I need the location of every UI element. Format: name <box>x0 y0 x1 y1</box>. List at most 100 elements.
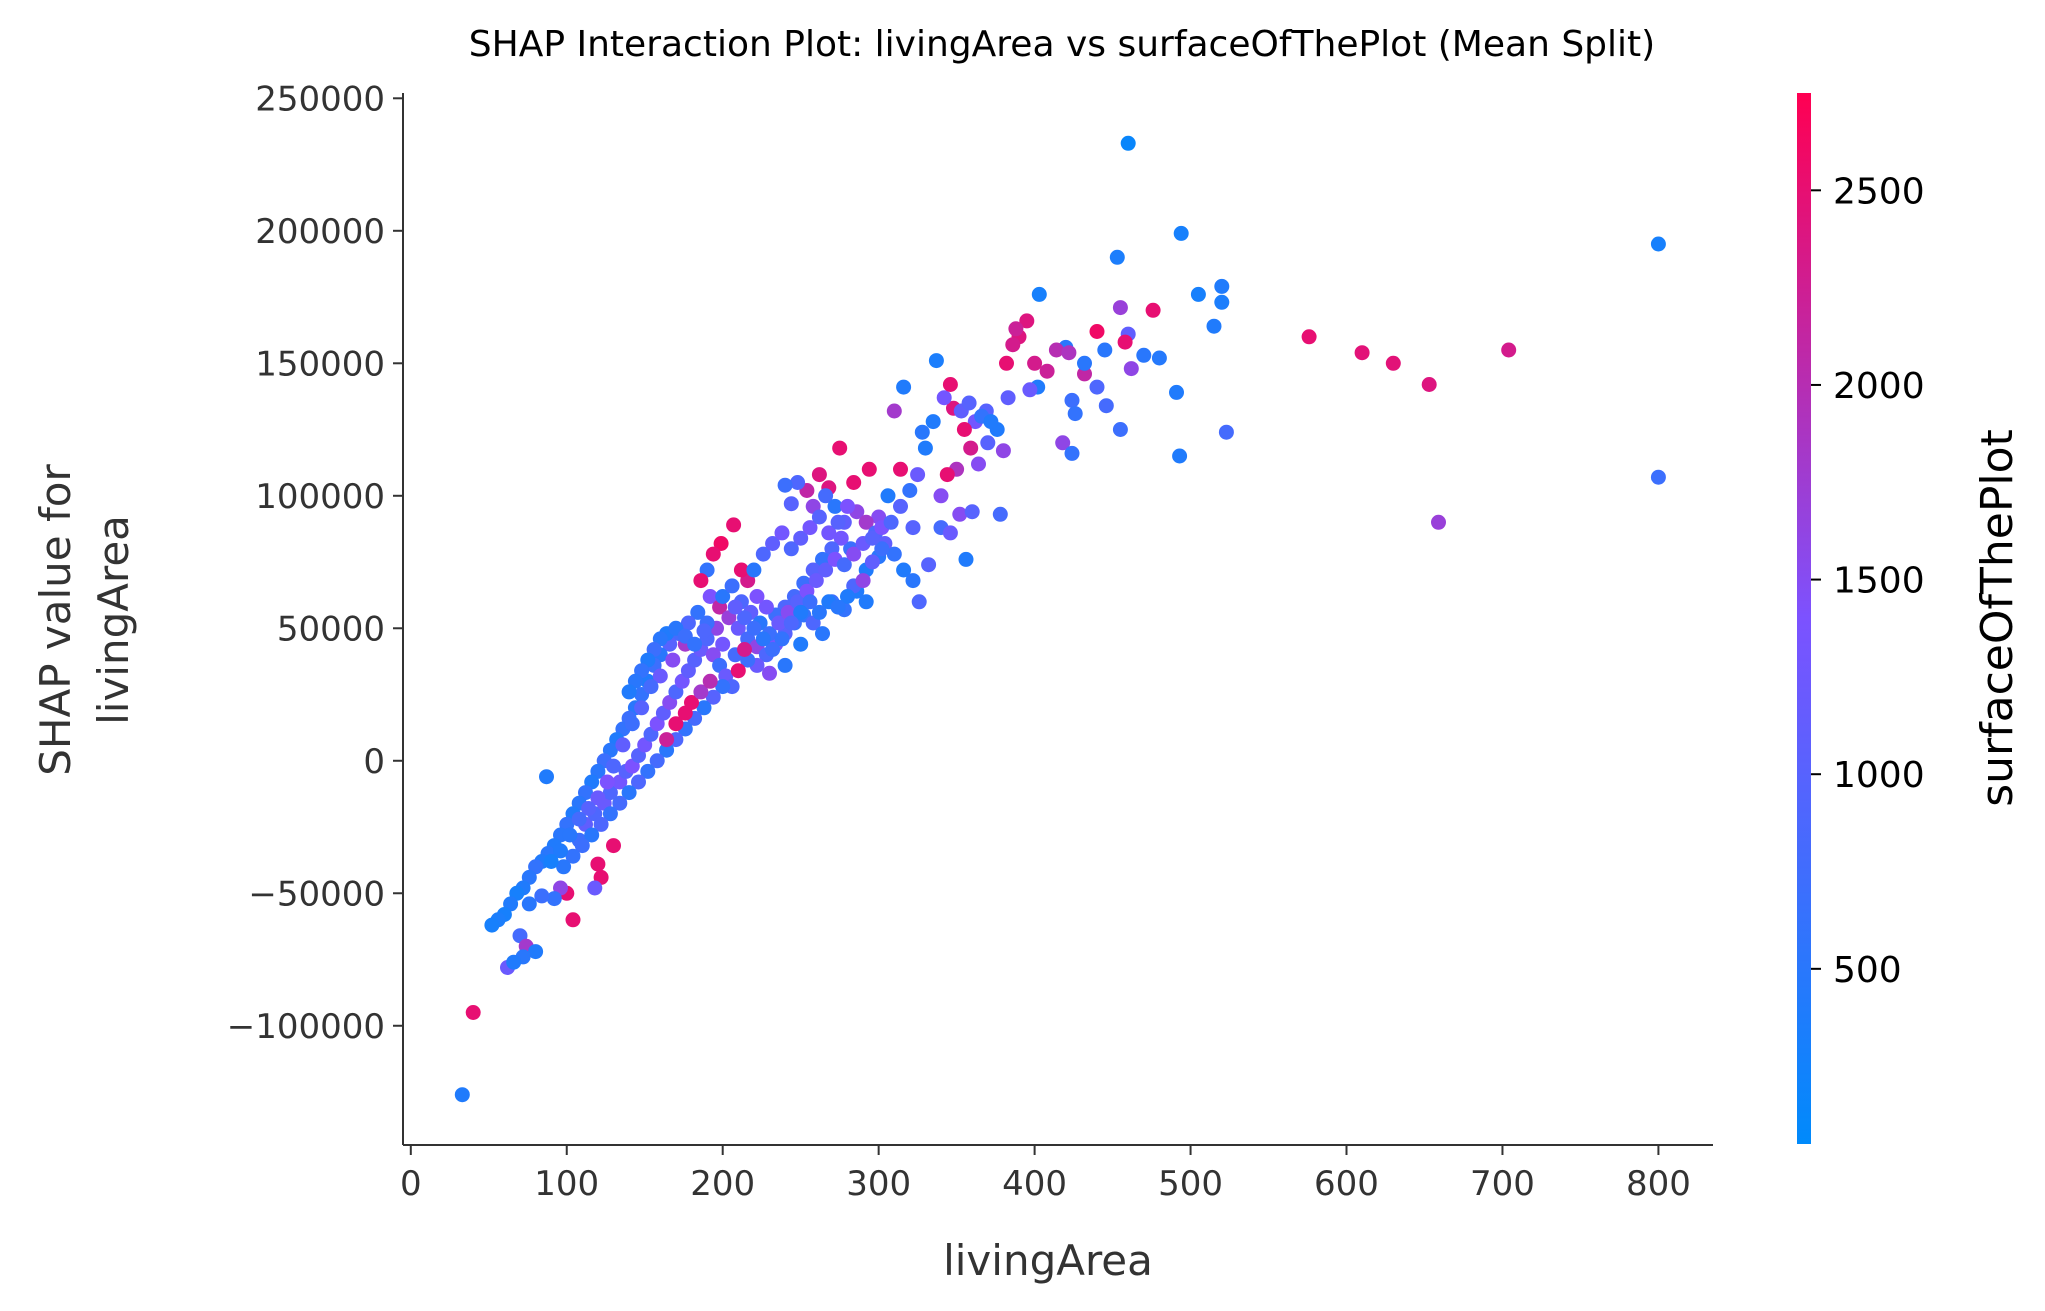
scatter-point <box>746 562 762 578</box>
scatter-point <box>774 525 790 541</box>
scatter-point <box>562 827 578 843</box>
scatter-point <box>556 859 572 875</box>
colorbar: 500 1000 1500 2000 2500 surfaceOfThePlot <box>1797 93 2023 1144</box>
scatter-point <box>1112 300 1128 316</box>
scatter-point <box>465 1005 481 1020</box>
scatter-point <box>790 475 806 490</box>
scatter-point <box>933 488 949 504</box>
y-tick-label: −50000 <box>248 874 385 914</box>
scatter-point <box>539 769 554 785</box>
scatter-point <box>1214 278 1230 294</box>
scatter-point <box>1145 302 1161 318</box>
scatter-point <box>830 599 846 615</box>
scatter-point <box>840 589 855 604</box>
scatter-point <box>846 475 862 490</box>
scatter-point <box>746 620 762 636</box>
scatter-point <box>693 573 709 589</box>
scatter-point <box>1077 355 1092 371</box>
y-tick-label: 0 <box>363 742 385 782</box>
scatter-point <box>1123 361 1139 377</box>
scatter-point <box>917 440 933 456</box>
scatter-point <box>724 578 740 594</box>
x-tick-label: 200 <box>690 1164 755 1204</box>
scatter-point <box>1385 355 1401 371</box>
scatter-point <box>793 636 809 652</box>
scatter-point <box>1089 324 1105 339</box>
scatter-point <box>818 562 834 578</box>
colorbar-tick-label: 2000 <box>1833 366 1925 407</box>
scatter-point <box>521 896 537 912</box>
scatter-point <box>755 546 771 562</box>
colorbar-gradient <box>1797 93 1811 1144</box>
scatter-point <box>702 589 718 604</box>
y-ticks: −100000 −50000 0 50000 100000 150000 200000 250… <box>227 79 403 1047</box>
scatter-point <box>864 554 880 570</box>
colorbar-ticks: 500 1000 1500 2000 2500 <box>1811 171 1925 991</box>
scatter-point <box>893 461 908 477</box>
scatter-point <box>905 573 921 589</box>
y-tick-label: 100000 <box>255 477 385 517</box>
scatter-point <box>952 506 968 522</box>
scatter-point <box>1000 390 1016 406</box>
y-tick-label: 150000 <box>255 344 385 384</box>
scatter-point <box>1173 225 1189 241</box>
scatter-point <box>1027 355 1043 371</box>
scatter-point <box>961 395 977 411</box>
scatter-point <box>811 604 827 620</box>
scatter-point <box>606 758 621 774</box>
scatter-point <box>793 530 809 546</box>
y-tick-label: 200000 <box>255 212 385 252</box>
colorbar-tick-label: 2500 <box>1833 171 1925 212</box>
scatter-point <box>995 443 1011 459</box>
scatter-point <box>546 891 562 907</box>
scatter-point <box>808 573 824 589</box>
colorbar-tick-label: 1500 <box>1833 561 1925 602</box>
scatter-point <box>602 806 618 822</box>
scatter-point <box>902 483 918 498</box>
scatter-point <box>883 514 899 530</box>
y-tick-label: −100000 <box>227 1007 385 1047</box>
scatter-point <box>983 414 999 430</box>
scatter-point <box>1169 384 1184 400</box>
scatter-point <box>715 636 731 652</box>
scatter-point <box>1055 435 1071 451</box>
x-tick-label: 0 <box>400 1164 422 1204</box>
scatter-point <box>1064 445 1080 461</box>
scatter-point <box>821 525 837 541</box>
scatter-point <box>631 774 646 790</box>
scatter-point <box>942 377 958 392</box>
scatter-point <box>858 594 874 610</box>
scatter-point <box>1214 294 1230 310</box>
scatter-point <box>1097 342 1113 358</box>
scatter-point <box>893 498 908 514</box>
scatter-point <box>921 557 937 573</box>
scatter-point <box>840 498 855 514</box>
scatter-point <box>1067 406 1083 422</box>
scatter-point <box>811 467 827 483</box>
scatter-point <box>454 1087 470 1103</box>
scatter-point <box>696 700 712 716</box>
scatter-point <box>925 414 941 430</box>
scatter-point <box>553 843 568 859</box>
x-tick-label: 300 <box>846 1164 911 1204</box>
scatter-point <box>1031 286 1047 302</box>
scatter-point <box>771 615 787 631</box>
scatter-point <box>855 573 871 589</box>
colorbar-tick-label: 500 <box>1833 950 1902 991</box>
scatter-point <box>1190 286 1206 302</box>
scatter-point <box>730 663 746 679</box>
scatter-point <box>783 541 799 557</box>
scatter-point <box>1008 321 1024 337</box>
x-tick-label: 700 <box>1470 1164 1535 1204</box>
x-axis-label: livingArea <box>943 1236 1153 1285</box>
scatter-point <box>599 774 615 790</box>
scatter-point <box>1120 135 1136 151</box>
scatter-point <box>1022 382 1038 398</box>
scatter-point <box>737 610 752 626</box>
scatter-point <box>956 422 972 437</box>
scatter-point <box>905 520 921 536</box>
scatter-point <box>565 848 581 864</box>
scatter-point <box>705 689 721 705</box>
scatter-point <box>758 599 774 615</box>
